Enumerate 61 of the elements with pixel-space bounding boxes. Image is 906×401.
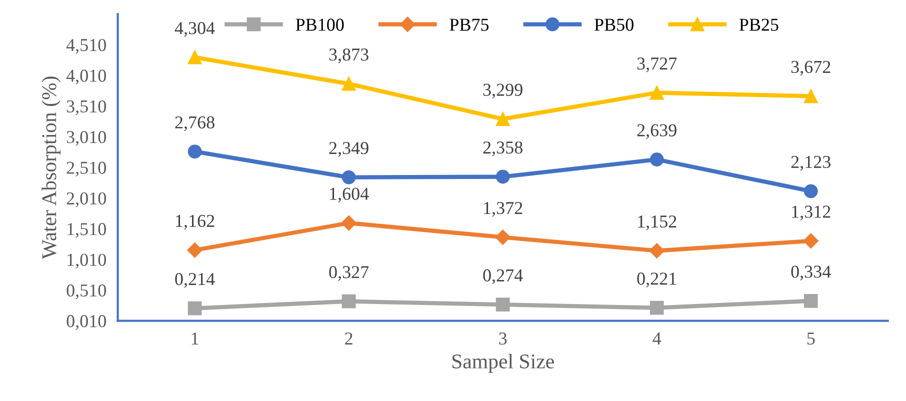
legend-label: PB100	[296, 18, 344, 31]
data-label: 3,299	[483, 84, 522, 98]
data-label: 0,334	[791, 266, 831, 280]
point	[495, 230, 510, 245]
point	[649, 243, 664, 258]
data-label: 1,152	[638, 215, 676, 230]
point	[803, 233, 818, 248]
y-tick-label: 1,510	[68, 223, 106, 238]
legend-label: PB75	[450, 18, 489, 31]
data-label: 3,873	[329, 48, 368, 64]
point	[650, 152, 664, 166]
data-label: 4,304	[174, 22, 215, 37]
y-tick-label: 0,010	[66, 315, 106, 330]
y-tick-label: 1,010	[68, 254, 106, 268]
point	[650, 86, 664, 100]
x-tick-label: 4	[652, 332, 662, 344]
x-axis-title: Sampel Size	[452, 354, 554, 373]
x-tick-label: 2	[345, 332, 352, 344]
point	[804, 89, 818, 104]
legend-label: PB25	[739, 18, 778, 31]
data-label: 0,221	[637, 272, 676, 288]
data-label: 0,214	[175, 272, 215, 288]
data-label: 1,604	[330, 188, 369, 202]
x-tick-label: 3	[499, 332, 507, 345]
data-label: 1,372	[484, 202, 522, 217]
point	[804, 294, 818, 308]
y-tick-label: 3,010	[66, 131, 106, 146]
data-label: 1,162	[176, 214, 214, 230]
y-tick-label: 0,510	[66, 284, 106, 300]
data-label: 2,349	[329, 142, 368, 157]
point	[650, 300, 664, 315]
point	[342, 170, 356, 184]
y-tick-label: 4,010	[66, 70, 106, 84]
data-label: 2,639	[637, 124, 676, 139]
point	[341, 215, 356, 231]
data-label: 2,123	[791, 156, 830, 171]
data-label: 0,327	[329, 266, 369, 281]
data-label: 2,358	[483, 141, 522, 156]
point	[188, 50, 202, 64]
y-tick-label: 3,510	[66, 100, 106, 116]
point	[496, 298, 510, 312]
data-label: 1,312	[792, 206, 830, 220]
data-label: 2,768	[175, 116, 214, 132]
y-axis-title: Water Absorption (%)	[42, 76, 60, 260]
y-tick-label: 2,510	[66, 162, 106, 176]
point	[804, 184, 818, 198]
data-label: 3,727	[637, 58, 677, 72]
point	[342, 76, 356, 91]
point	[496, 170, 510, 184]
x-tick-label: 5	[807, 332, 815, 345]
y-tick-label: 4,510	[66, 38, 106, 54]
y-tick-label: 2,010	[66, 192, 106, 208]
point	[188, 144, 202, 159]
data-label: 3,672	[791, 60, 830, 76]
point	[496, 112, 510, 126]
data-label: 0,274	[483, 269, 523, 284]
point	[188, 301, 202, 316]
point	[342, 294, 356, 308]
point	[187, 242, 202, 258]
x-tick-label: 1	[192, 332, 198, 344]
legend-label: PB50	[594, 18, 634, 31]
